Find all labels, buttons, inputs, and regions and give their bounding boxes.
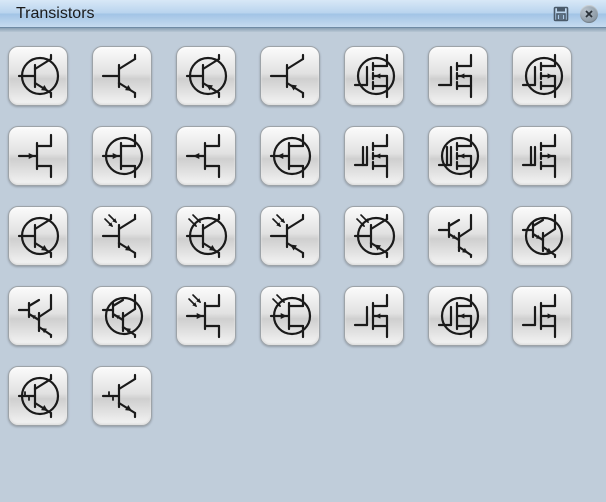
phototrans-npn-button[interactable] xyxy=(92,206,152,266)
pnp-bjt-button[interactable] xyxy=(260,46,320,106)
phototrans-pnp-circle-button[interactable] xyxy=(344,206,404,266)
save-icon[interactable] xyxy=(552,5,570,23)
darlington-npn-circle-icon xyxy=(519,213,565,259)
npn-bjt-circle-button[interactable] xyxy=(8,46,68,106)
depletion-nmos-button[interactable] xyxy=(344,286,404,346)
phototrans-pnp-circle-icon xyxy=(351,213,397,259)
panel-title: Transistors xyxy=(16,5,95,23)
njfet-button[interactable] xyxy=(8,126,68,186)
npn-bjt-circle-icon xyxy=(15,53,61,99)
npn-bjt-button[interactable] xyxy=(92,46,152,106)
titlebar: Transistors xyxy=(0,0,606,28)
schottky-npn-icon xyxy=(99,373,145,419)
photofet-circle-button[interactable] xyxy=(260,286,320,346)
nmos-icon xyxy=(435,53,481,99)
photofet-circle-icon xyxy=(267,293,313,339)
igbt-p-button[interactable] xyxy=(512,126,572,186)
darlington-npn-circle-button[interactable] xyxy=(512,206,572,266)
phototrans-npn-icon xyxy=(99,213,145,259)
schottky-npn-button[interactable] xyxy=(92,366,152,426)
darlington-pnp-icon xyxy=(15,293,61,339)
igbt-n-circle-button[interactable] xyxy=(428,126,488,186)
nmos-circle-icon xyxy=(351,53,397,99)
pmos-circle-icon xyxy=(519,53,565,99)
pjfet-button[interactable] xyxy=(176,126,236,186)
darlington-npn-button[interactable] xyxy=(428,206,488,266)
phototrans-pnp-icon xyxy=(267,213,313,259)
depletion-pmos-icon xyxy=(519,293,565,339)
njfet-circle-button[interactable] xyxy=(92,126,152,186)
igbt-p-icon xyxy=(519,133,565,179)
ujt-circle-icon xyxy=(15,213,61,259)
darlington-pnp-circle-button[interactable] xyxy=(92,286,152,346)
phototrans-npn-circle-icon xyxy=(183,213,229,259)
pjfet-circle-button[interactable] xyxy=(260,126,320,186)
transistors-palette: Transistors xyxy=(0,0,606,502)
symbol-grid xyxy=(0,32,606,440)
pjfet-icon xyxy=(183,133,229,179)
pnp-bjt-circle-button[interactable] xyxy=(176,46,236,106)
close-icon[interactable] xyxy=(580,5,598,23)
darlington-npn-icon xyxy=(435,213,481,259)
depletion-nmos-circle-button[interactable] xyxy=(428,286,488,346)
njfet-circle-icon xyxy=(99,133,145,179)
darlington-pnp-circle-icon xyxy=(99,293,145,339)
njfet-icon xyxy=(15,133,61,179)
nmos-button[interactable] xyxy=(428,46,488,106)
pmos-circle-button[interactable] xyxy=(512,46,572,106)
phototrans-pnp-button[interactable] xyxy=(260,206,320,266)
igbt-n-button[interactable] xyxy=(344,126,404,186)
pjfet-circle-icon xyxy=(267,133,313,179)
pnp-bjt-icon xyxy=(267,53,313,99)
igbt-n-icon xyxy=(351,133,397,179)
schottky-npn-circle-icon xyxy=(15,373,61,419)
depletion-nmos-circle-icon xyxy=(435,293,481,339)
nmos-circle-button[interactable] xyxy=(344,46,404,106)
igbt-n-circle-icon xyxy=(435,133,481,179)
depletion-nmos-icon xyxy=(351,293,397,339)
phototrans-npn-circle-button[interactable] xyxy=(176,206,236,266)
ujt-circle-button[interactable] xyxy=(8,206,68,266)
photofet-button[interactable] xyxy=(176,286,236,346)
depletion-pmos-button[interactable] xyxy=(512,286,572,346)
darlington-pnp-button[interactable] xyxy=(8,286,68,346)
npn-bjt-icon xyxy=(99,53,145,99)
schottky-npn-circle-button[interactable] xyxy=(8,366,68,426)
photofet-icon xyxy=(183,293,229,339)
pnp-bjt-circle-icon xyxy=(183,53,229,99)
